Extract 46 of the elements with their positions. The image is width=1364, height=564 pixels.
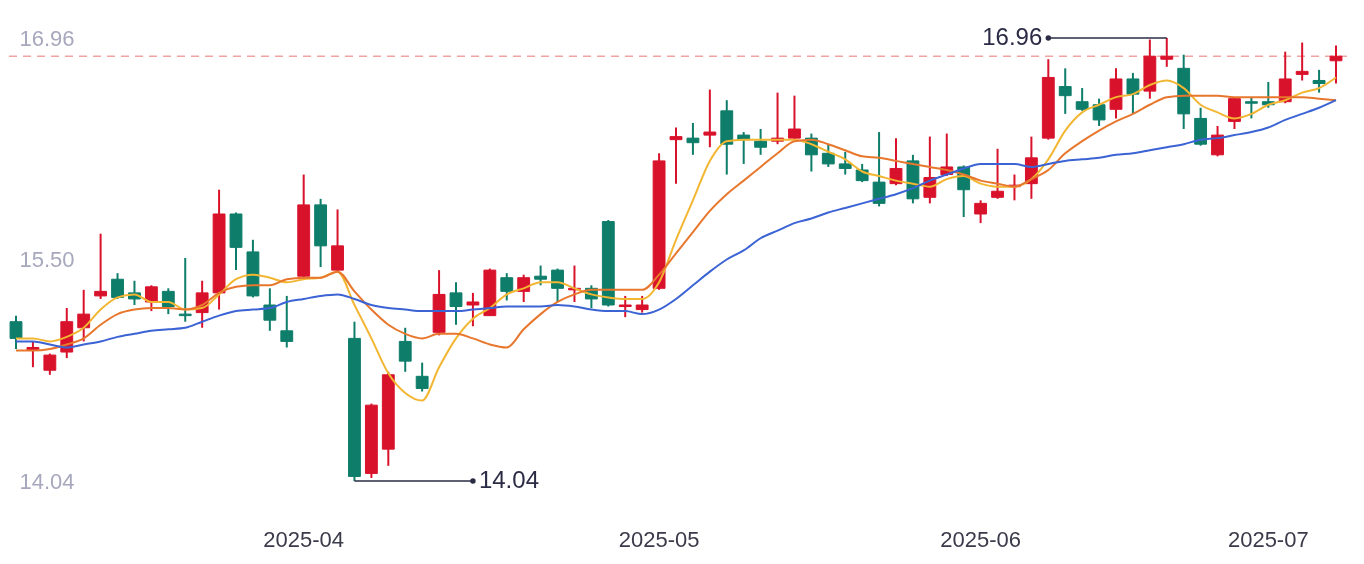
candlestick [94, 232, 108, 300]
candlestick [889, 137, 903, 187]
candlestick [1092, 97, 1106, 127]
candlestick [466, 291, 480, 328]
candlestick [111, 272, 124, 300]
annotation: 16.96 [982, 23, 1043, 50]
candlestick [1058, 67, 1072, 115]
y-tick-label: 16.96 [19, 25, 75, 51]
y-tick-label: 15.50 [19, 247, 75, 272]
candlestick [754, 128, 768, 156]
candlestick [703, 88, 717, 149]
candlestick [1312, 68, 1326, 94]
candlestick [144, 284, 158, 313]
candlestick [1329, 44, 1343, 85]
candlestick [669, 126, 683, 185]
candlestick [534, 264, 548, 287]
candlestick [788, 94, 801, 141]
candlestick [178, 256, 192, 323]
candlestick [77, 288, 91, 343]
candlestick [263, 287, 277, 332]
candlestick [1075, 87, 1089, 112]
candlestick [398, 326, 412, 373]
annotation: 14.04 [478, 466, 539, 493]
x-tick-label: 2025-05 [618, 526, 700, 552]
candlestick [1244, 96, 1258, 120]
x-tick-label: 2025-04 [263, 526, 345, 552]
candlestick [737, 131, 751, 165]
candlestick [838, 150, 852, 176]
candlestick [1211, 124, 1224, 158]
candlestick [991, 147, 1004, 200]
y-tick-label: 14.04 [19, 468, 75, 494]
x-tick-label: 2025-06 [940, 526, 1021, 552]
candlestick [449, 281, 463, 326]
candlestick [280, 294, 294, 349]
x-tick-label: 2025-07 [1227, 526, 1309, 552]
candlestick [872, 131, 886, 208]
candlestick [1126, 71, 1140, 115]
candlestick [618, 294, 632, 319]
candlestick [500, 272, 514, 302]
candlestick [1295, 41, 1309, 82]
candlestick [686, 121, 700, 156]
candlestick [821, 143, 835, 168]
candlestick [415, 361, 429, 393]
candlestick [974, 199, 988, 225]
candlestick [1160, 37, 1174, 68]
candlestick [9, 314, 23, 351]
